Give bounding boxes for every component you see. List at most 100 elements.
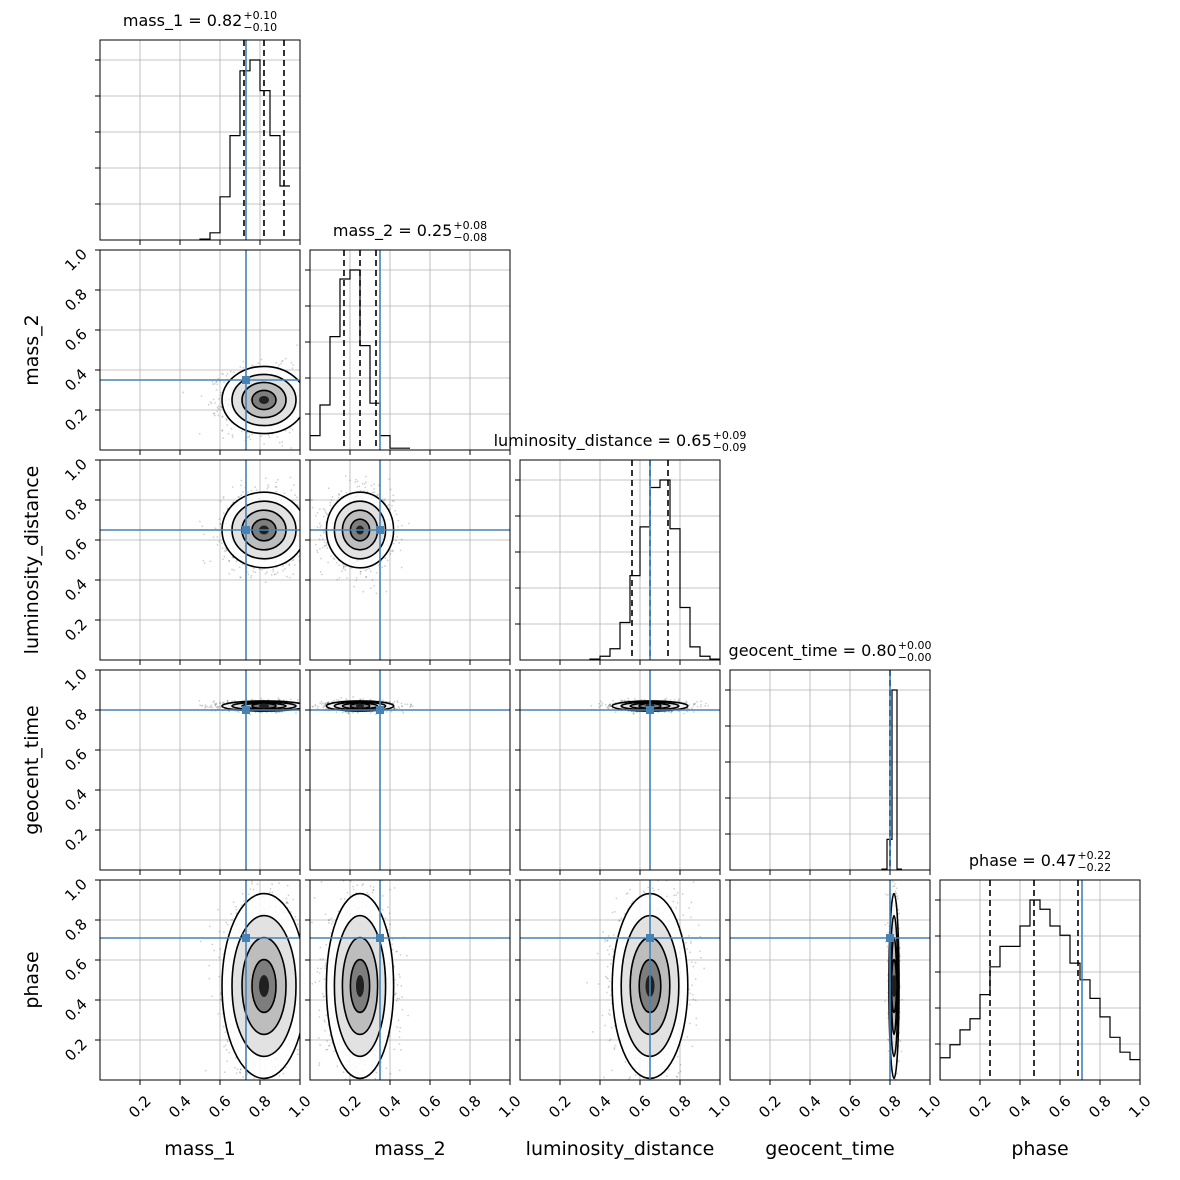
truth-marker — [646, 934, 654, 942]
density-contour-5 — [259, 975, 269, 997]
panel-phase-vs-luminosity_distance: 0.2 0.4 0.6 0.8 1.0 luminosity_distance — [515, 879, 735, 1160]
panel-frame — [519, 459, 721, 661]
x-axis-label-mass_2: mass_2 — [374, 1138, 446, 1160]
y-tick-label: 0.8 — [61, 915, 91, 945]
panel-phase-vs-phase: phase = 0.47 +0.22−0.22 0.2 0.4 0.6 0.8 1.0 pha… — [935, 849, 1155, 1160]
panel-frame — [99, 39, 301, 241]
title-lower-error-phase: −0.22 — [1077, 861, 1111, 874]
panel-frame — [309, 249, 511, 451]
truth-marker — [886, 934, 894, 942]
y-tick-label: 0.4 — [61, 785, 91, 815]
y-tick-label: 0.2 — [61, 615, 91, 645]
x-tick-label: 0.4 — [375, 1092, 405, 1122]
panel-frame — [729, 879, 931, 1081]
panel-frame — [99, 459, 301, 661]
panel-mass_2-vs-mass_2: mass_2 = 0.25 +0.08−0.08 — [305, 219, 511, 455]
y-tick-label: 0.8 — [61, 285, 91, 315]
x-tick-label: 1.0 — [1125, 1092, 1155, 1122]
panel-phase-vs-geocent_time: 0.2 0.4 0.6 0.8 1.0 geocent_time — [725, 879, 945, 1160]
x-tick-label: 0.4 — [795, 1092, 825, 1122]
y-tick-label: 0.4 — [61, 995, 91, 1025]
y-tick-label: 0.6 — [61, 955, 91, 985]
panel-frame — [729, 669, 931, 871]
y-tick-label: 1.0 — [61, 665, 91, 695]
panel-phase-vs-mass_2: 0.2 0.4 0.6 0.8 1.0 mass_2 — [305, 879, 525, 1160]
y-tick-label: 1.0 — [61, 455, 91, 485]
panel-frame — [99, 669, 301, 871]
title-upper-error-luminosity_distance: +0.09 — [713, 429, 747, 442]
density-contour-5 — [891, 975, 897, 997]
panel-mass_2-vs-mass_1: 0.2 0.4 0.6 0.8 1.0 mass_2 — [21, 245, 301, 455]
x-tick-label: 1.0 — [705, 1092, 735, 1122]
x-tick-label: 0.8 — [455, 1092, 485, 1122]
y-tick-label: 0.4 — [61, 365, 91, 395]
x-tick-label: 0.6 — [625, 1092, 655, 1122]
panel-frame — [939, 879, 1141, 1081]
x-axis-label-geocent_time: geocent_time — [765, 1138, 894, 1160]
panel-geocent_time-vs-geocent_time: geocent_time = 0.80 +0.00−0.00 — [725, 639, 931, 875]
panel-geocent_time-vs-mass_2 — [305, 669, 511, 875]
y-axis-label-mass_2: mass_2 — [21, 314, 43, 386]
x-axis-label-phase: phase — [1011, 1138, 1068, 1160]
panel-title-mass_1: mass_1 = 0.82 — [123, 11, 242, 31]
y-tick-label: 0.6 — [61, 535, 91, 565]
truth-marker — [242, 706, 250, 714]
x-tick-label: 0.6 — [1045, 1092, 1075, 1122]
x-tick-label: 0.4 — [165, 1092, 195, 1122]
panel-title-phase: phase = 0.47 — [969, 851, 1076, 870]
truth-marker — [376, 934, 384, 942]
y-tick-label: 0.2 — [61, 1035, 91, 1065]
y-axis-label-phase: phase — [21, 951, 43, 1008]
title-lower-error-mass_1: −0.10 — [243, 21, 277, 34]
panel-frame — [309, 459, 511, 661]
y-tick-label: 0.2 — [61, 405, 91, 435]
title-upper-error-mass_2: +0.08 — [453, 219, 487, 232]
x-tick-label: 0.4 — [585, 1092, 615, 1122]
panel-frame — [519, 669, 721, 871]
density-contour-5 — [356, 975, 364, 997]
title-lower-error-luminosity_distance: −0.09 — [713, 441, 747, 454]
truth-marker — [242, 376, 250, 384]
y-tick-label: 0.8 — [61, 705, 91, 735]
title-upper-error-geocent_time: +0.00 — [898, 639, 932, 652]
title-lower-error-mass_2: −0.08 — [453, 231, 487, 244]
histogram-mass_2 — [310, 269, 410, 450]
truth-marker — [242, 526, 250, 534]
panel-luminosity_distance-vs-luminosity_distance: luminosity_distance = 0.65 +0.09−0.09 — [494, 429, 747, 665]
histogram-geocent_time — [881, 689, 902, 870]
y-tick-label: 0.6 — [61, 325, 91, 355]
truth-marker — [242, 934, 250, 942]
panel-title-geocent_time: geocent_time = 0.80 — [729, 641, 897, 661]
y-axis-label-luminosity_distance: luminosity_distance — [21, 466, 43, 655]
x-tick-label: 0.8 — [665, 1092, 695, 1122]
x-tick-label: 0.2 — [335, 1092, 365, 1122]
title-upper-error-mass_1: +0.10 — [243, 9, 277, 22]
panel-luminosity_distance-vs-mass_1: 0.2 0.4 0.6 0.8 1.0 luminosity_distance — [21, 455, 301, 665]
x-tick-label: 1.0 — [285, 1092, 315, 1122]
x-tick-label: 0.8 — [1085, 1092, 1115, 1122]
panel-title-mass_2: mass_2 = 0.25 — [333, 221, 452, 241]
panel-frame — [99, 249, 301, 451]
x-tick-label: 0.4 — [1005, 1092, 1035, 1122]
density-contour-5 — [356, 703, 364, 709]
panel-frame — [309, 669, 511, 871]
y-tick-label: 1.0 — [61, 245, 91, 275]
y-tick-label: 0.2 — [61, 825, 91, 855]
title-lower-error-geocent_time: −0.00 — [898, 651, 932, 664]
panel-mass_1-vs-mass_1: mass_1 = 0.82 +0.10−0.10 — [95, 9, 301, 245]
panel-frame — [309, 879, 511, 1081]
title-upper-error-phase: +0.22 — [1077, 849, 1111, 862]
panel-frame — [519, 879, 721, 1081]
truth-marker — [376, 706, 384, 714]
panel-geocent_time-vs-luminosity_distance — [515, 669, 721, 875]
y-axis-label-geocent_time: geocent_time — [21, 705, 43, 834]
x-tick-label: 0.2 — [545, 1092, 575, 1122]
x-tick-label: 1.0 — [495, 1092, 525, 1122]
density-contour-5 — [259, 396, 269, 404]
truth-marker — [646, 706, 654, 714]
density-contour-5 — [259, 703, 269, 709]
x-tick-label: 0.2 — [125, 1092, 155, 1122]
y-tick-label: 1.0 — [61, 875, 91, 905]
panel-frame — [99, 879, 301, 1081]
